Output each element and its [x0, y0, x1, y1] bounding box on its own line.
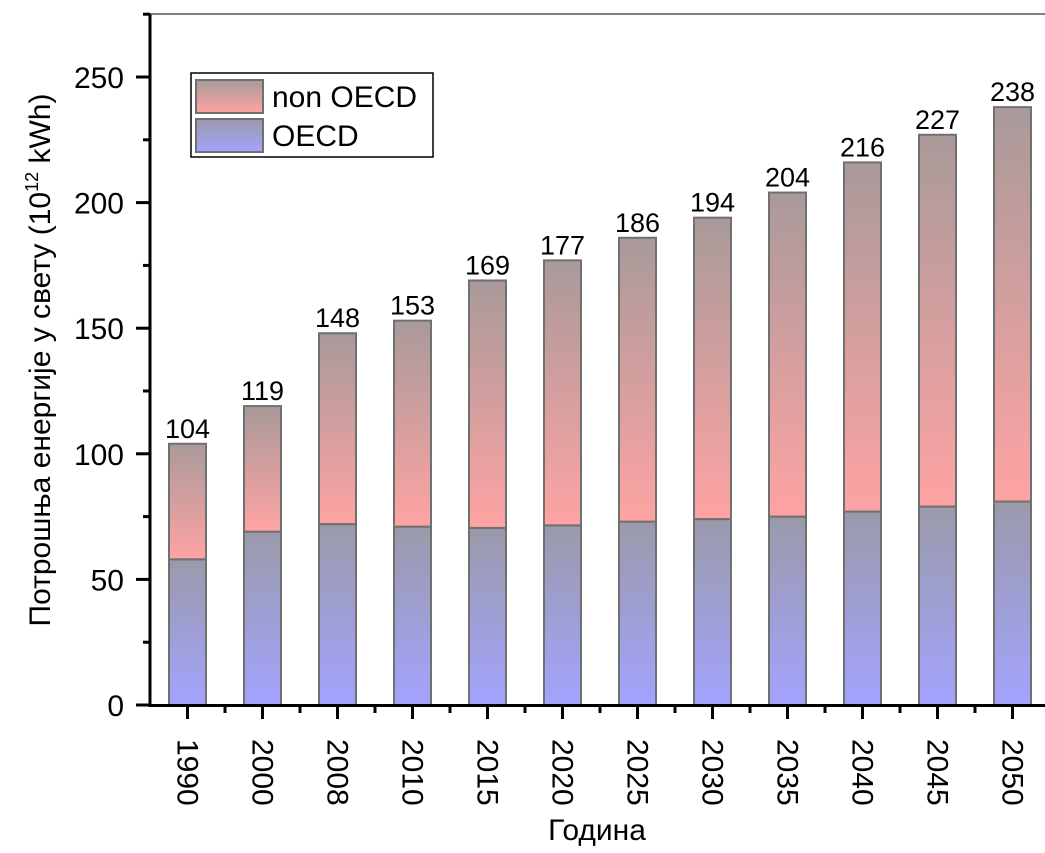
- bar-total-label: 169: [465, 250, 510, 280]
- y-axis-title: Потрошња енергије у свету (1012 kWh): [22, 94, 57, 627]
- bar-total-label: 216: [840, 132, 885, 162]
- bar-non-oecd: [318, 332, 357, 526]
- y-tick-label: 0: [107, 690, 124, 723]
- bar-total-label: 153: [390, 291, 435, 321]
- y-ticks-layer: 0 50 100 150 200 250: [74, 12, 150, 723]
- bar-non-oecd: [393, 319, 432, 528]
- x-tick-label: 2040: [846, 739, 879, 806]
- bar-total-label: 186: [615, 208, 660, 238]
- bar-total-label: 194: [690, 188, 735, 218]
- bar-oecd: [693, 518, 732, 706]
- x-tick-label: 2035: [771, 739, 804, 806]
- x-tick-label: 2030: [696, 739, 729, 806]
- legend: non OECD OECD: [190, 72, 434, 158]
- x-ticks-layer: 1990 2000 2008 2010 2015 2020 2025 2030 2035 2040…: [171, 705, 1029, 806]
- y-tick-label: 250: [74, 62, 124, 95]
- y-axis-title-prefix: Потрошња енергије у свету (10: [24, 192, 57, 627]
- bar-oecd: [318, 523, 357, 706]
- bar-total-label: 177: [540, 230, 585, 260]
- bar-total-label: 104: [165, 414, 210, 444]
- legend-swatch-non-oecd: [195, 79, 264, 114]
- y-axis-title-suffix: kWh): [24, 94, 57, 172]
- bar-total-label: 204: [765, 163, 810, 193]
- x-tick-label: 2050: [996, 739, 1029, 806]
- bars-layer: [168, 106, 1032, 707]
- y-tick-label: 50: [91, 564, 124, 597]
- bar-oecd: [168, 558, 207, 707]
- bar-oecd: [393, 525, 432, 707]
- legend-label-non-oecd: non OECD: [272, 81, 417, 114]
- x-tick-label: 2015: [471, 739, 504, 806]
- y-tick-label: 150: [74, 313, 124, 346]
- legend-swatch-oecd: [195, 118, 264, 153]
- y-tick-label: 100: [74, 439, 124, 472]
- x-tick-label: 2020: [546, 739, 579, 806]
- bar-non-oecd: [993, 106, 1032, 503]
- bar-oecd: [768, 515, 807, 706]
- bar-total-label: 227: [915, 105, 960, 135]
- bar-oecd: [243, 530, 282, 706]
- bar-total-label: 119: [241, 376, 284, 406]
- bar-oecd: [918, 505, 957, 706]
- y-axis-title-exponent: 12: [22, 172, 42, 192]
- bar-non-oecd: [768, 191, 807, 518]
- bar-non-oecd: [168, 442, 207, 561]
- bar-oecd: [618, 520, 657, 707]
- bar-non-oecd: [618, 236, 657, 523]
- y-tick-label: 200: [74, 188, 124, 221]
- x-tick-label: 2008: [321, 739, 354, 806]
- bar-total-label: 238: [990, 77, 1035, 107]
- bar-total-label: 148: [315, 303, 360, 333]
- bar-oecd: [843, 510, 882, 706]
- x-tick-label: 1990: [171, 739, 204, 806]
- bar-non-oecd: [843, 161, 882, 513]
- bar-oecd: [993, 500, 1032, 707]
- x-tick-label: 2010: [396, 739, 429, 806]
- value-labels-layer: 104 119 148 153 169 177 186 194 204 216 227 238: [165, 77, 1035, 444]
- x-tick-label: 2000: [246, 739, 279, 806]
- legend-label-oecd: OECD: [272, 120, 359, 153]
- bar-oecd: [543, 524, 582, 707]
- bar-oecd: [468, 526, 507, 706]
- bar-non-oecd: [543, 259, 582, 527]
- x-tick-label: 2045: [921, 739, 954, 806]
- bar-non-oecd: [243, 405, 282, 533]
- x-axis-title: Година: [548, 814, 646, 847]
- bar-non-oecd: [468, 279, 507, 529]
- bar-non-oecd: [693, 216, 732, 521]
- bar-non-oecd: [918, 133, 957, 508]
- x-tick-label: 2025: [621, 739, 654, 806]
